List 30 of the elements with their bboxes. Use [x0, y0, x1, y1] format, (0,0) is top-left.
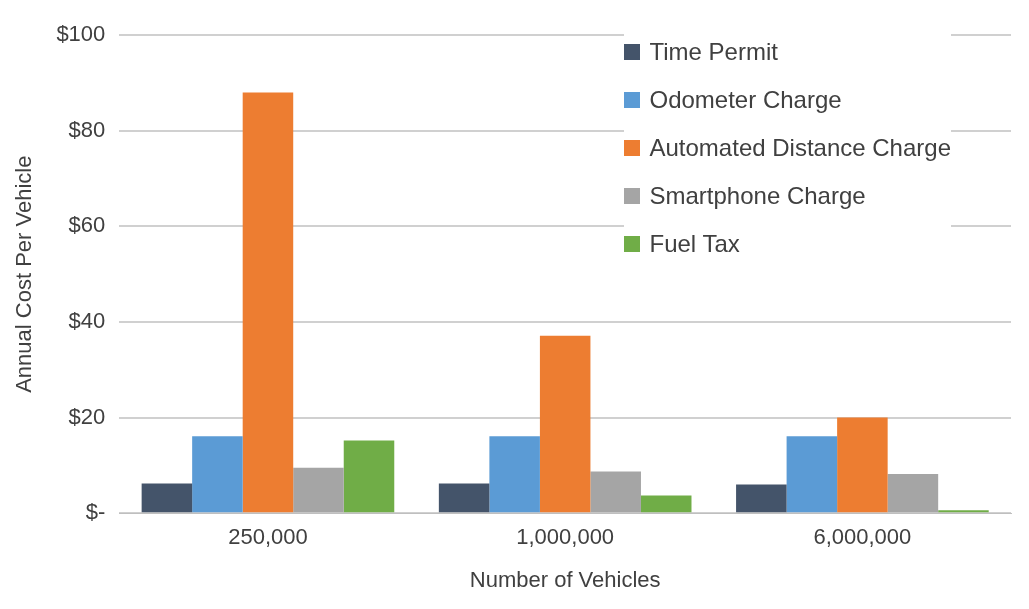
bar	[837, 417, 888, 513]
legend-label: Automated Distance Charge	[649, 134, 951, 162]
x-tick-label: 1,000,000	[516, 524, 615, 550]
bar	[539, 335, 591, 513]
bar	[343, 440, 395, 513]
bar	[887, 474, 939, 513]
legend-label: Fuel Tax	[649, 230, 740, 258]
y-tick-label: $-	[85, 499, 106, 525]
y-tick-label: $60	[68, 212, 106, 238]
bar	[640, 495, 692, 513]
bar	[192, 436, 243, 513]
y-tick-label: $40	[68, 308, 106, 334]
x-tick-label: 6,000,000	[813, 524, 912, 550]
bar	[141, 483, 193, 513]
y-axis-title: Annual Cost Per Vehicle	[11, 155, 37, 393]
x-tick-label: 250,000	[228, 524, 308, 550]
y-tick-label: $80	[68, 116, 106, 142]
legend-label: Smartphone Charge	[649, 182, 866, 210]
y-tick-label: $20	[68, 403, 106, 429]
legend-label: Time Permit	[649, 38, 778, 66]
x-axis-title: Number of Vehicles	[469, 566, 661, 592]
bar	[786, 436, 838, 513]
y-tick-label: $100	[56, 21, 106, 47]
bar	[736, 484, 787, 513]
bar	[489, 436, 540, 513]
bar	[590, 471, 641, 513]
bar	[293, 467, 344, 513]
legend-label: Odometer Charge	[649, 86, 842, 114]
bar	[438, 483, 490, 513]
bar	[242, 92, 294, 513]
